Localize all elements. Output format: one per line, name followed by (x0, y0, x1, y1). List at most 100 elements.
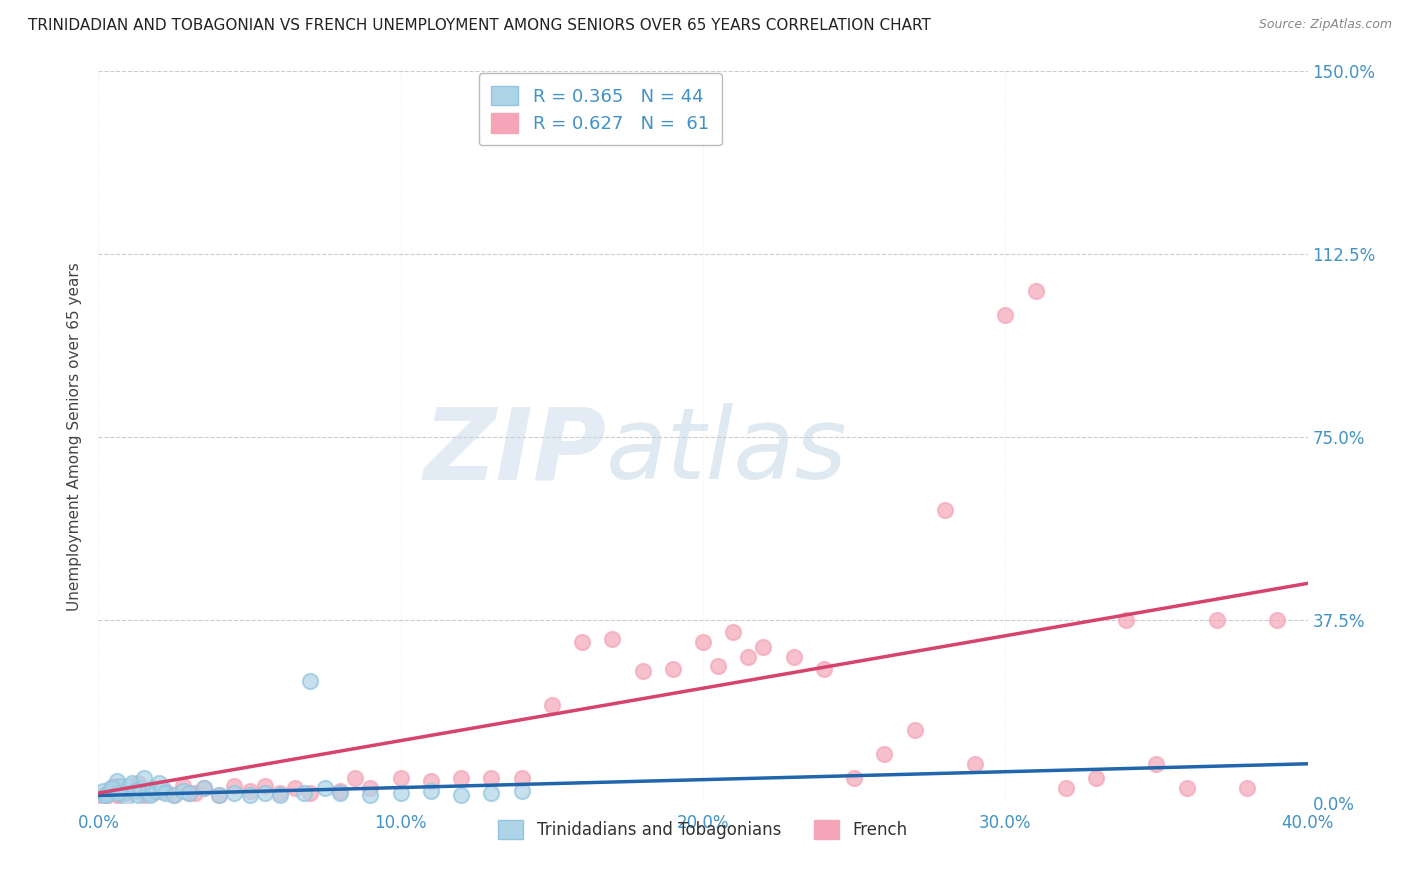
Point (118, 779, 141, 793)
Point (844, 772, 866, 786)
Point (100, 786, 122, 800)
Point (193, 781, 215, 796)
Point (179, 786, 201, 800)
Point (193, 781, 215, 796)
Point (93, 789, 115, 803)
Point (692, 635, 714, 649)
Point (813, 662, 835, 676)
Point (1267, 613, 1289, 627)
Point (93, 791, 115, 805)
Point (96, 786, 118, 800)
Point (1236, 781, 1258, 796)
Point (389, 772, 412, 786)
Point (127, 789, 149, 803)
Point (142, 781, 165, 796)
Legend: Trinidadians and Tobagonians, French: Trinidadians and Tobagonians, French (492, 814, 914, 846)
Text: TRINIDADIAN AND TOBAGONIAN VS FRENCH UNEMPLOYMENT AMONG SENIORS OVER 65 YEARS CO: TRINIDADIAN AND TOBAGONIAN VS FRENCH UNE… (28, 18, 931, 33)
Y-axis label: Unemployment Among Seniors over 65 years: Unemployment Among Seniors over 65 years (67, 263, 83, 611)
Point (481, 786, 503, 800)
Point (100, 781, 122, 796)
Point (1146, 756, 1168, 771)
Point (103, 779, 125, 793)
Point (111, 786, 134, 800)
Point (1175, 781, 1198, 796)
Point (153, 786, 176, 800)
Point (148, 783, 170, 797)
Point (105, 789, 128, 803)
Point (723, 625, 745, 640)
Point (510, 772, 533, 786)
Point (150, 781, 173, 796)
Point (253, 786, 276, 800)
Point (163, 789, 186, 803)
Point (132, 789, 155, 803)
Point (450, 772, 472, 786)
Text: Source: ZipAtlas.com: Source: ZipAtlas.com (1258, 18, 1392, 31)
Point (571, 635, 593, 649)
Point (153, 783, 176, 797)
Point (934, 503, 956, 517)
Point (129, 781, 152, 796)
Point (253, 779, 276, 793)
Point (172, 783, 194, 797)
Point (139, 789, 162, 803)
Point (224, 786, 246, 800)
Point (329, 786, 352, 800)
Point (101, 781, 124, 796)
Point (965, 756, 987, 771)
Point (873, 747, 896, 761)
Point (163, 789, 186, 803)
Point (737, 649, 759, 664)
Point (124, 781, 146, 796)
Point (329, 783, 352, 797)
Point (239, 789, 262, 803)
Point (132, 772, 155, 786)
Point (96, 786, 118, 800)
Point (420, 773, 443, 788)
Point (224, 779, 246, 793)
Point (540, 698, 562, 713)
Point (994, 308, 1017, 322)
Point (510, 783, 533, 797)
Point (108, 779, 131, 793)
Point (344, 772, 367, 786)
Point (208, 789, 231, 803)
Point (299, 673, 322, 688)
Point (239, 783, 262, 797)
Point (208, 789, 231, 803)
Point (127, 776, 149, 790)
Point (179, 786, 201, 800)
Point (360, 781, 382, 796)
Point (184, 786, 207, 800)
Point (314, 781, 336, 796)
Point (142, 786, 165, 800)
Point (661, 662, 683, 676)
Point (299, 786, 322, 800)
Point (360, 789, 382, 803)
Point (107, 786, 129, 800)
Point (114, 791, 136, 805)
Point (783, 649, 806, 664)
Point (94, 789, 117, 803)
Point (111, 783, 134, 797)
Point (1024, 284, 1046, 298)
Point (145, 783, 167, 797)
Text: atlas: atlas (606, 403, 848, 500)
Point (389, 786, 412, 800)
Text: ZIP: ZIP (423, 403, 606, 500)
Point (292, 786, 315, 800)
Point (1085, 772, 1108, 786)
Point (284, 781, 307, 796)
Point (172, 779, 194, 793)
Point (602, 632, 624, 647)
Point (103, 783, 125, 797)
Point (1054, 781, 1077, 796)
Point (1206, 613, 1229, 627)
Point (135, 786, 157, 800)
Point (91, 783, 114, 797)
Point (124, 783, 146, 797)
Point (707, 659, 730, 673)
Point (148, 776, 170, 790)
Point (269, 786, 291, 800)
Point (631, 664, 654, 678)
